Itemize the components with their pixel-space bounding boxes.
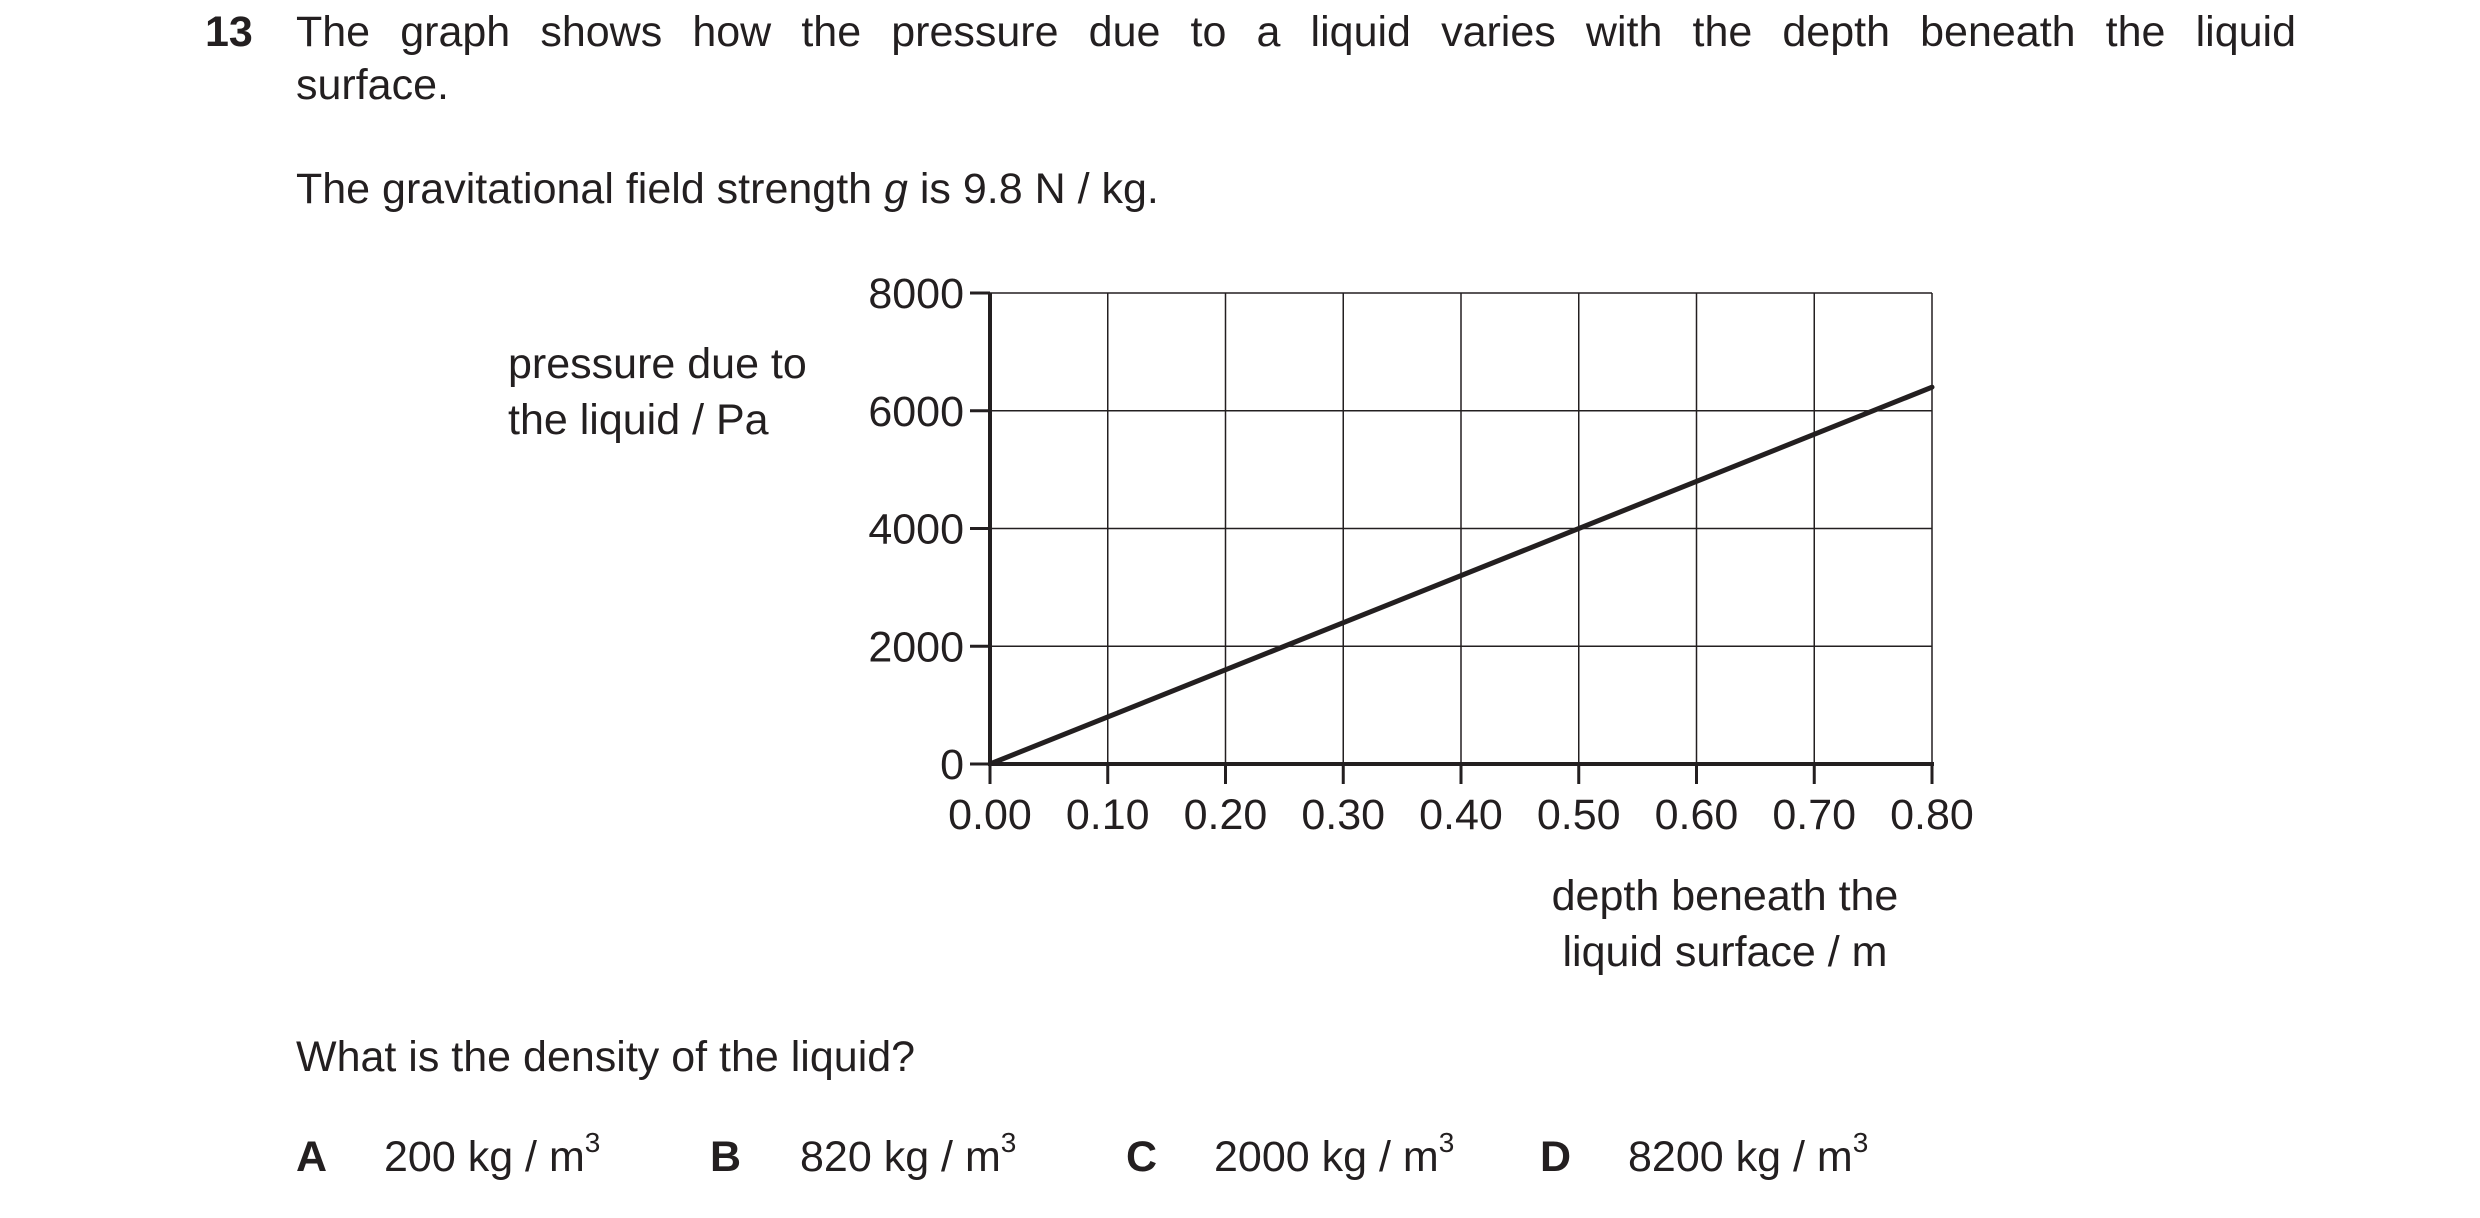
question-number: 13 bbox=[205, 8, 253, 56]
option-c-value: 2000 kg / m3 bbox=[1214, 1127, 1455, 1181]
x-tick-label: 0.80 bbox=[1890, 791, 1974, 839]
x-axis-label-line2: liquid surface / m bbox=[1562, 928, 1888, 976]
option-d-value: 8200 kg / m3 bbox=[1628, 1127, 1869, 1181]
y-tick-label: 2000 bbox=[868, 623, 964, 671]
option-b-letter: B bbox=[710, 1133, 742, 1181]
gravity-symbol: g bbox=[884, 165, 908, 213]
y-axis-label: pressure due to the liquid / Pa bbox=[508, 336, 807, 448]
x-tick-label: 0.20 bbox=[1184, 791, 1268, 839]
question-text-line1: The graph shows how the pressure due to … bbox=[296, 8, 2296, 56]
x-tick-label: 0.70 bbox=[1772, 791, 1856, 839]
x-tick-label: 0.60 bbox=[1655, 791, 1739, 839]
option-a-letter: A bbox=[296, 1133, 328, 1181]
x-tick-label: 0.30 bbox=[1301, 791, 1385, 839]
option-b-value: 820 kg / m3 bbox=[800, 1127, 1017, 1181]
gravity-suffix: is 9.8 N / kg. bbox=[907, 165, 1159, 213]
x-tick-label: 0.50 bbox=[1537, 791, 1621, 839]
gravity-statement: The gravitational field strength g is 9.… bbox=[296, 165, 1159, 214]
question-prompt: What is the density of the liquid? bbox=[296, 1033, 916, 1081]
option-c-letter: C bbox=[1126, 1133, 1158, 1181]
y-axis-label-line1: pressure due to bbox=[508, 340, 807, 388]
option-d-letter: D bbox=[1540, 1133, 1572, 1181]
x-tick-label: 0.00 bbox=[948, 791, 1032, 839]
x-axis-label-line1: depth beneath the bbox=[1551, 872, 1899, 920]
y-axis-label-line2: the liquid / Pa bbox=[508, 396, 769, 444]
option-a-value: 200 kg / m3 bbox=[384, 1127, 601, 1181]
question-text-line2: surface. bbox=[296, 61, 449, 109]
x-axis-label: depth beneath the liquid surface / m bbox=[1500, 868, 1950, 980]
x-tick-label: 0.40 bbox=[1419, 791, 1503, 839]
gravity-prefix: The gravitational field strength bbox=[296, 165, 884, 213]
y-tick-label: 0 bbox=[940, 741, 964, 789]
series-line bbox=[987, 384, 1935, 767]
y-tick-label: 6000 bbox=[868, 388, 964, 436]
y-tick-label: 8000 bbox=[868, 270, 964, 318]
y-tick-label: 4000 bbox=[868, 506, 964, 554]
x-tick-label: 0.10 bbox=[1066, 791, 1150, 839]
